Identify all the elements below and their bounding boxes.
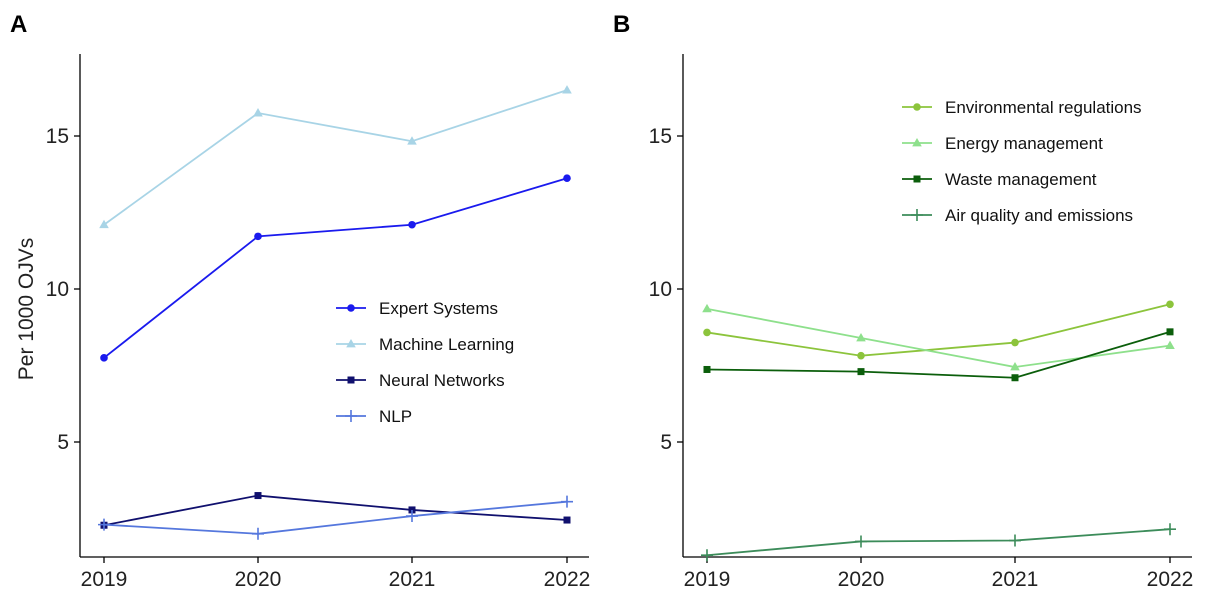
panel-a-legend: Expert Systems Machine Learning Neural Net… xyxy=(336,299,514,426)
panel-b: B 5 10 15 2019 2020 2021 2022 Environmental r… xyxy=(613,11,1193,591)
panel-b-legend-label-waste-management: Waste management xyxy=(945,170,1097,189)
panel-b-point-waste-management-2021 xyxy=(1011,374,1019,382)
panel-a-series xyxy=(98,85,573,540)
panel-b-legend-swatch-marker-air-quality-and-emissions xyxy=(911,209,923,221)
panel-b-y-tick-label-5: 5 xyxy=(660,431,672,454)
panel-a-legend-label-nlp: NLP xyxy=(379,407,412,426)
panel-a-point-machine-learning-2022 xyxy=(562,85,572,94)
panel-b-series-line-energy-management xyxy=(706,308,1171,368)
panel-b-y-tick-label-15: 15 xyxy=(649,125,672,148)
panel-a-point-nlp-2019 xyxy=(98,518,110,531)
panel-a-point-machine-learning-2019 xyxy=(99,219,109,229)
panel-a-legend-label-machine-learning: Machine Learning xyxy=(379,335,514,354)
panel-a-point-nlp-2021 xyxy=(406,510,418,523)
panel-b-legend-label-environmental-regulations: Environmental regulations xyxy=(945,98,1142,117)
panel-b-legend-label-energy-management: Energy management xyxy=(945,134,1103,153)
panel-a-legend-swatch-marker-expert-systems xyxy=(347,304,355,312)
panel-b-point-air-quality-and-emissions-2020 xyxy=(855,535,867,548)
panel-a-y-ticks: 5 10 15 xyxy=(46,125,80,454)
panel-b-point-environmental-regulations-2019 xyxy=(703,328,711,337)
panel-b-series-line-air-quality-and-emissions xyxy=(706,528,1171,557)
panel-b-point-air-quality-and-emissions-2019 xyxy=(701,549,713,562)
panel-a-legend-swatch-marker-nlp xyxy=(345,410,357,422)
panel-a-legend-label-expert-systems: Expert Systems xyxy=(379,299,498,318)
panel-b-point-energy-management-2020 xyxy=(856,332,866,342)
panel-b-point-environmental-regulations-2021 xyxy=(1011,338,1019,347)
panel-a-y-axis-title: Per 1000 OJVs xyxy=(15,238,38,380)
panel-b-series-line-environmental-regulations xyxy=(706,303,1171,357)
panel-b-point-waste-management-2022 xyxy=(1166,328,1174,336)
panel-a-point-neural-networks-2020 xyxy=(254,492,262,500)
panel-b-x-tick-label-2020: 2020 xyxy=(838,568,885,591)
panel-b-point-energy-management-2019 xyxy=(702,303,712,313)
panel-a-point-expert-systems-2021 xyxy=(408,220,416,229)
panel-b-point-air-quality-and-emissions-2021 xyxy=(1009,534,1021,547)
panel-b-point-waste-management-2020 xyxy=(857,368,865,376)
panel-a-x-tick-label-2022: 2022 xyxy=(544,568,591,591)
panel-b-x-tick-label-2021: 2021 xyxy=(992,568,1039,591)
panel-a-x-tick-label-2019: 2019 xyxy=(81,568,128,591)
panel-b-letter: B xyxy=(613,11,630,38)
panel-a-y-tick-label-15: 15 xyxy=(46,125,69,148)
panel-b-point-waste-management-2019 xyxy=(703,365,711,373)
panel-a-y-tick-label-10: 10 xyxy=(46,278,69,301)
panel-a-letter: A xyxy=(10,11,27,38)
panel-b-legend-swatch-marker-energy-management xyxy=(912,138,922,147)
panel-b-x-ticks: 2019 2020 2021 2022 xyxy=(684,557,1194,591)
panel-a-legend-swatch-marker-neural-networks xyxy=(347,376,355,384)
panel-b-y-tick-label-10: 10 xyxy=(649,278,672,301)
panel-a-point-nlp-2022 xyxy=(561,495,573,508)
panel-a-series-line-machine-learning xyxy=(103,89,568,226)
panel-a-x-ticks: 2019 2020 2021 2022 xyxy=(81,557,591,591)
panel-a-x-tick-label-2020: 2020 xyxy=(235,568,282,591)
panel-a-point-machine-learning-2021 xyxy=(407,136,417,145)
panel-b-point-environmental-regulations-2022 xyxy=(1166,300,1174,309)
panel-a-x-tick-label-2021: 2021 xyxy=(389,568,436,591)
panel-b-point-energy-management-2021 xyxy=(1010,362,1020,371)
panel-b-legend-swatch-marker-environmental-regulations xyxy=(913,103,921,111)
panel-b-series-line-waste-management xyxy=(706,330,1171,379)
panel-a-point-expert-systems-2022 xyxy=(563,174,571,183)
panel-a-y-tick-label-5: 5 xyxy=(57,431,69,454)
panel-b-point-air-quality-and-emissions-2022 xyxy=(1164,523,1176,536)
panel-a-point-expert-systems-2019 xyxy=(100,354,108,362)
panel-b-point-energy-management-2022 xyxy=(1165,340,1175,350)
panel-a-point-nlp-2020 xyxy=(252,527,264,540)
panel-a-point-neural-networks-2022 xyxy=(563,516,571,524)
panel-b-legend-swatch-marker-waste-management xyxy=(913,175,921,183)
panel-b-x-tick-label-2019: 2019 xyxy=(684,568,731,591)
panel-a-series-line-neural-networks xyxy=(103,494,568,527)
panel-b-x-tick-label-2022: 2022 xyxy=(1147,568,1194,591)
panel-a-point-neural-networks-2021 xyxy=(408,506,416,514)
panel-a-legend-swatch-marker-machine-learning xyxy=(346,339,356,348)
panel-b-legend-label-air-quality-and-emissions: Air quality and emissions xyxy=(945,206,1133,225)
panel-a-point-expert-systems-2020 xyxy=(254,232,262,241)
panel-a-legend-label-neural-networks: Neural Networks xyxy=(379,371,505,390)
panel-a-series-line-expert-systems xyxy=(103,177,568,359)
panel-b-y-ticks: 5 10 15 xyxy=(649,125,683,454)
panel-b-series xyxy=(701,300,1176,562)
panel-a-series-line-nlp xyxy=(103,500,568,535)
panel-b-legend: Environmental regulations Energy manageme… xyxy=(902,98,1142,225)
panel-a-point-machine-learning-2020 xyxy=(253,108,263,117)
panel-b-point-environmental-regulations-2020 xyxy=(857,351,865,360)
panel-a: A Per 1000 OJVs 5 10 15 2019 2020 2021 2022 E… xyxy=(10,11,590,591)
